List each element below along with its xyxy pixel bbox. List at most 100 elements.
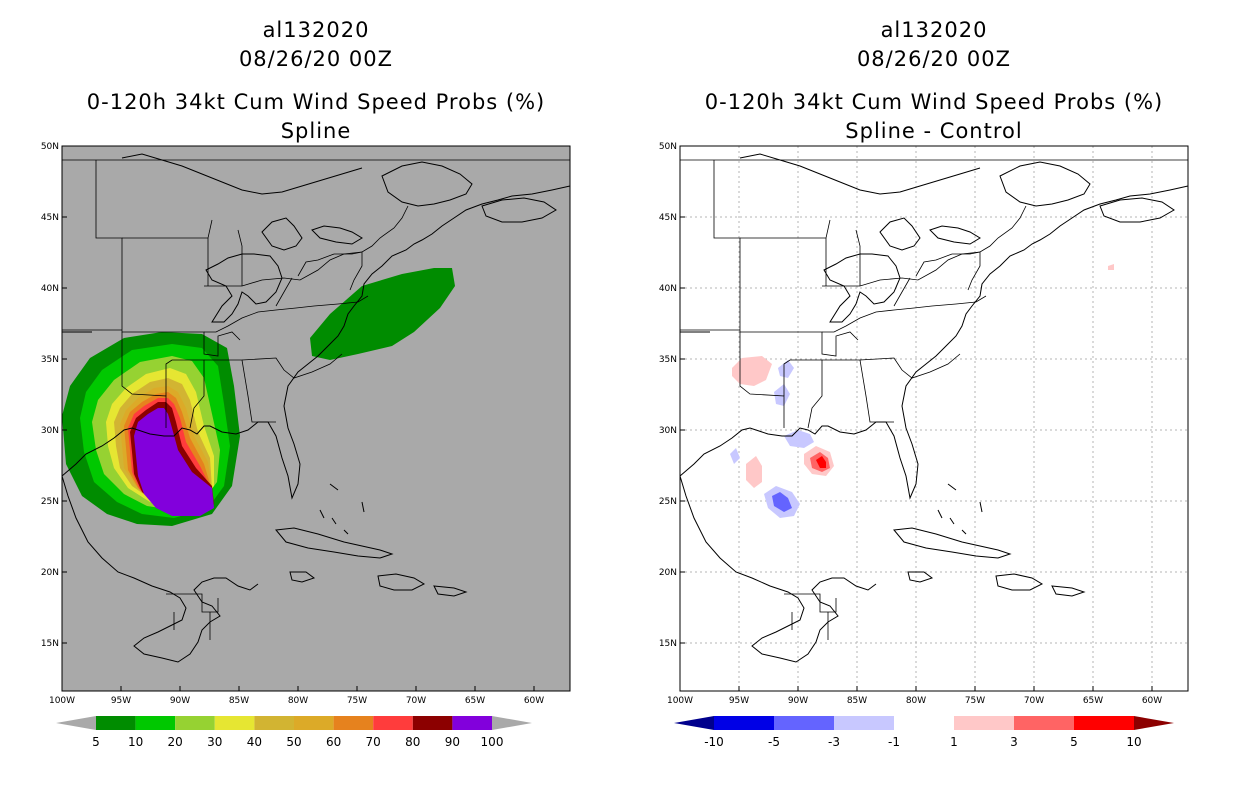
lat-label: 30N bbox=[659, 426, 677, 436]
colorbar-label: 70 bbox=[366, 735, 381, 749]
lon-label: 75W bbox=[347, 696, 367, 706]
lat-label: 30N bbox=[41, 426, 59, 436]
lon-label: 80W bbox=[906, 696, 926, 706]
colorbar-label: 80 bbox=[405, 735, 420, 749]
difference-contours bbox=[730, 264, 1114, 518]
diff-positive-1 bbox=[732, 356, 772, 386]
longitude-ticks: 100W 95W 90W 85W 80W 75W 70W 65W 60W bbox=[49, 686, 544, 706]
diff-positive-5 bbox=[816, 456, 826, 468]
latitude-ticks: 50N 45N 40N 35N 30N 25N 20N 15N bbox=[41, 142, 67, 649]
probability-contours bbox=[62, 268, 455, 526]
colorbar-label: -3 bbox=[828, 735, 840, 749]
diff-negative-4 bbox=[730, 448, 740, 464]
left-product-title: 0-120h 34kt Cum Wind Speed Probs (%) bbox=[86, 90, 546, 114]
map-frame bbox=[679, 145, 1189, 692]
colorbar-label: 20 bbox=[168, 735, 183, 749]
diff-negative-2 bbox=[774, 384, 790, 406]
colorbar-label: 30 bbox=[207, 735, 222, 749]
lon-label: 95W bbox=[729, 696, 749, 706]
colorbar-swatch bbox=[1014, 716, 1074, 730]
right-difference-map: 50N 45N 40N 35N 30N 25N 20N 15N 100W 95W 90W 85W 80… bbox=[659, 142, 1189, 706]
lon-label: 85W bbox=[847, 696, 867, 706]
colorbar-swatch bbox=[96, 716, 136, 730]
right-product-title: 0-120h 34kt Cum Wind Speed Probs (%) bbox=[704, 90, 1164, 114]
colorbar-label: 60 bbox=[326, 735, 341, 749]
map-axes: 50N 45N 40N 35N 30N 25N 20N 15N 100W 95W 90W 85W 80… bbox=[659, 142, 1189, 706]
colorbar-swatch bbox=[333, 716, 374, 730]
lon-label: 90W bbox=[170, 696, 190, 706]
lon-label: 100W bbox=[49, 696, 75, 706]
colorbar-label: 5 bbox=[92, 735, 100, 749]
diff-positive-2 bbox=[746, 456, 762, 488]
lat-label: 40N bbox=[659, 284, 677, 294]
map-frame bbox=[61, 145, 571, 692]
lat-label: 50N bbox=[659, 142, 677, 152]
colorbar-swatch bbox=[214, 716, 255, 730]
colorbar-swatch bbox=[714, 716, 774, 730]
lon-label: 65W bbox=[1083, 696, 1103, 706]
lon-label: 70W bbox=[406, 696, 426, 706]
colorbar-label: 1 bbox=[950, 735, 958, 749]
longitude-ticks: 100W 95W 90W 85W 80W 75W 70W 65W 60W bbox=[667, 686, 1162, 706]
colorbar-high-arrow bbox=[1134, 716, 1174, 730]
lat-label: 45N bbox=[41, 213, 59, 223]
lat-label: 35N bbox=[659, 355, 677, 365]
coastlines bbox=[61, 153, 571, 663]
colorbar-label: 10 bbox=[1126, 735, 1141, 749]
colorbar-label: 40 bbox=[247, 735, 262, 749]
diff-negative-3 bbox=[784, 430, 814, 448]
colorbar-label: 3 bbox=[1010, 735, 1018, 749]
lat-label: 25N bbox=[659, 497, 677, 507]
colorbar-swatch bbox=[294, 716, 334, 730]
colorbar-swatch bbox=[894, 716, 954, 730]
colorbar-swatch bbox=[412, 716, 453, 730]
colorbar-swatch bbox=[373, 716, 413, 730]
colorbar-low-arrow bbox=[56, 716, 96, 730]
lat-label: 20N bbox=[41, 568, 59, 578]
latitude-ticks: 50N 45N 40N 35N 30N 25N 20N 15N bbox=[659, 142, 685, 649]
colorbar-swatch bbox=[774, 716, 834, 730]
lon-label: 60W bbox=[1142, 696, 1162, 706]
diff-negative-6 bbox=[772, 492, 792, 512]
right-panel-title: al132020 08/26/20 00Z 0-120h 34kt Cum Wi… bbox=[680, 16, 1188, 146]
colorbar-swatch bbox=[834, 716, 894, 730]
lon-label: 60W bbox=[524, 696, 544, 706]
colorbar-label: 5 bbox=[1070, 735, 1078, 749]
colorbar-swatch bbox=[254, 716, 294, 730]
left-panel-title: al132020 08/26/20 00Z 0-120h 34kt Cum Wi… bbox=[62, 16, 570, 146]
left-storm-id: al132020 bbox=[262, 18, 370, 42]
lon-label: 100W bbox=[667, 696, 693, 706]
lon-label: 75W bbox=[965, 696, 985, 706]
colorbar-swatch bbox=[452, 716, 492, 730]
right-storm-id: al132020 bbox=[880, 18, 988, 42]
lat-label: 50N bbox=[41, 142, 59, 152]
colorbar-label: 50 bbox=[286, 735, 301, 749]
colorbar-swatch bbox=[1074, 716, 1134, 730]
map-axes: 50N 45N 40N 35N 30N 25N 20N 15N 100W 95W 90W 85W 80… bbox=[41, 142, 571, 706]
diff-negative-1 bbox=[778, 360, 794, 378]
lon-label: 65W bbox=[465, 696, 485, 706]
lat-label: 25N bbox=[41, 497, 59, 507]
colorbar-high-arrow bbox=[492, 716, 532, 730]
colorbar-label: 90 bbox=[445, 735, 460, 749]
lon-label: 80W bbox=[288, 696, 308, 706]
left-subtitle: Spline bbox=[280, 119, 352, 143]
political-borders bbox=[62, 159, 570, 640]
colorbar-label: -10 bbox=[704, 735, 724, 749]
lon-label: 90W bbox=[788, 696, 808, 706]
lon-label: 85W bbox=[229, 696, 249, 706]
lat-label: 45N bbox=[659, 213, 677, 223]
lat-label: 35N bbox=[41, 355, 59, 365]
left-probability-map: 50N 45N 40N 35N 30N 25N 20N 15N 100W 95W 90W 85W 80… bbox=[41, 142, 571, 706]
right-colorbar: -10 -5 -3 -1 1 3 5 10 bbox=[674, 716, 1174, 749]
lat-label: 15N bbox=[41, 639, 59, 649]
lat-label: 40N bbox=[41, 284, 59, 294]
colorbar-swatch bbox=[135, 716, 176, 730]
lat-label: 20N bbox=[659, 568, 677, 578]
dotted-gridlines bbox=[680, 146, 1188, 691]
right-datetime: 08/26/20 00Z bbox=[856, 47, 1012, 71]
colorbar-low-arrow bbox=[674, 716, 714, 730]
lon-label: 70W bbox=[1024, 696, 1044, 706]
colorbar-label: 10 bbox=[128, 735, 143, 749]
left-datetime: 08/26/20 00Z bbox=[238, 47, 394, 71]
